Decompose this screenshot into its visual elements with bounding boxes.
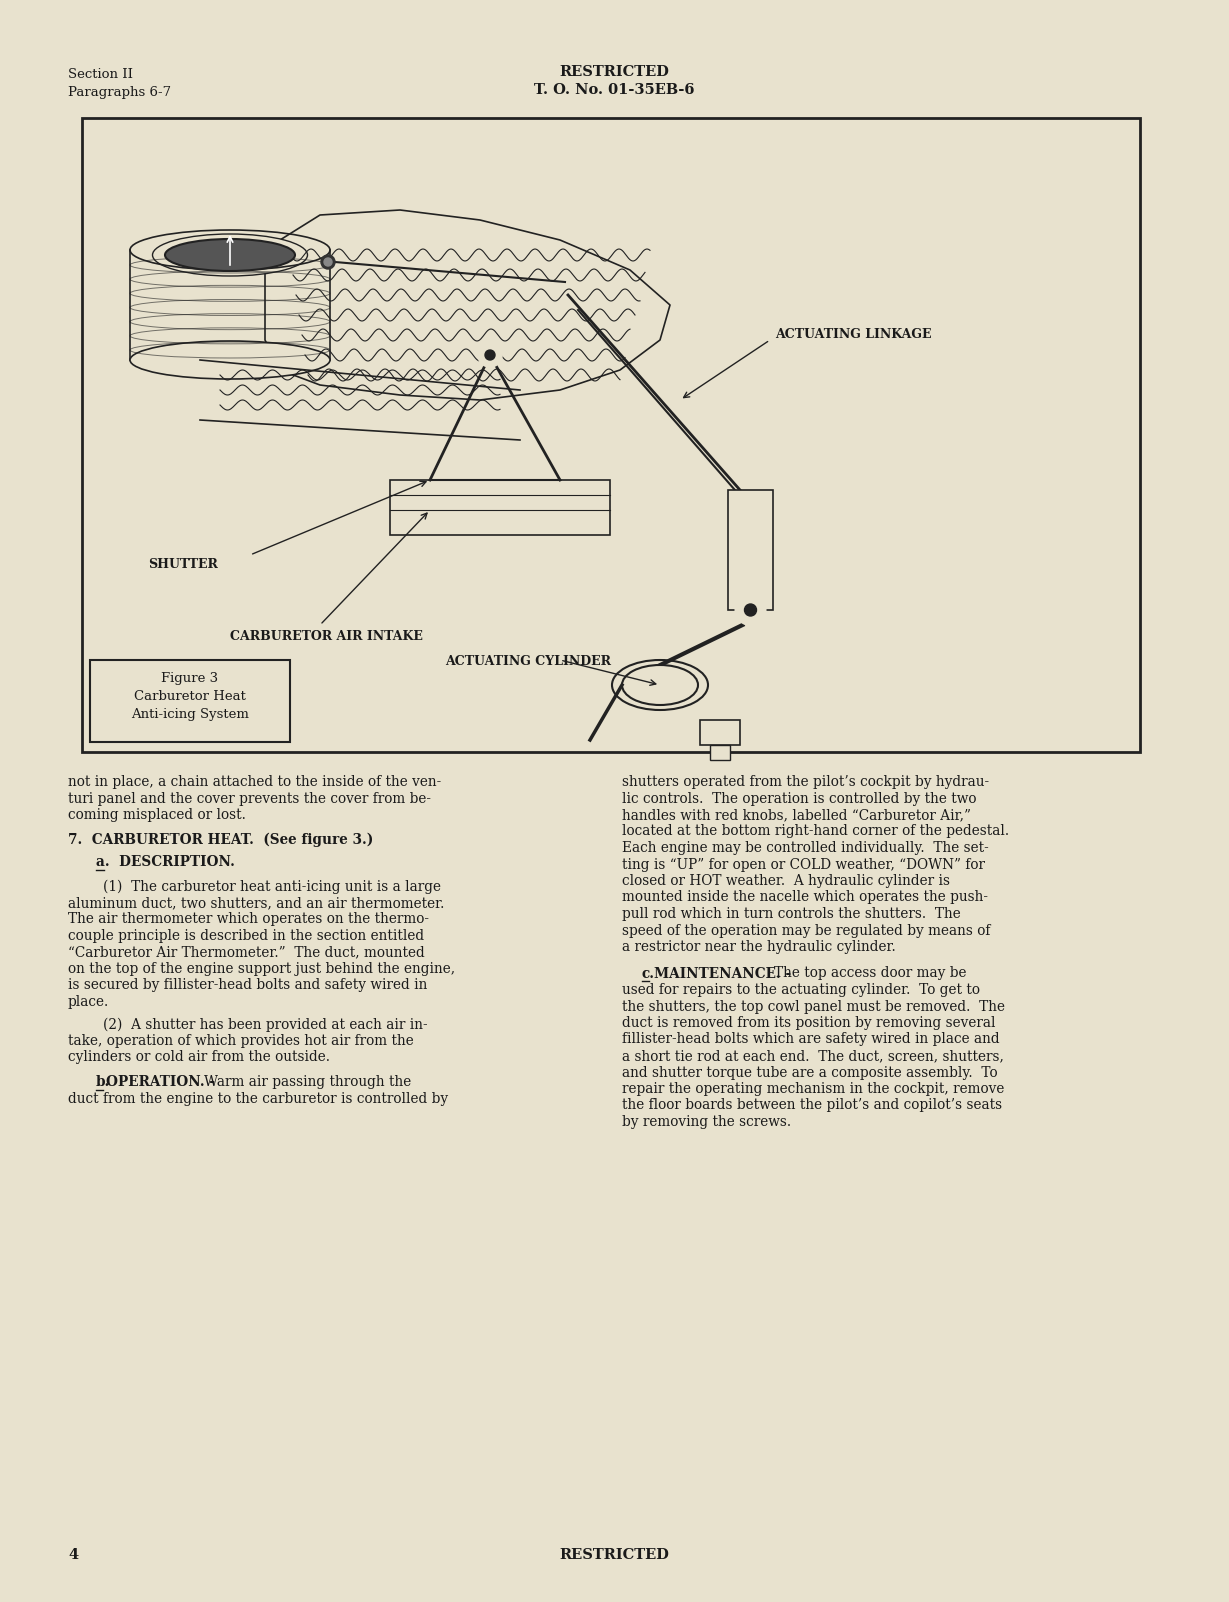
Text: MAINTENANCE. -: MAINTENANCE. - xyxy=(654,966,791,980)
Text: place.: place. xyxy=(68,995,109,1009)
Circle shape xyxy=(321,255,336,269)
Text: and shutter torque tube are a composite assembly.  To: and shutter torque tube are a composite … xyxy=(622,1065,998,1080)
Text: The air thermometer which operates on the thermo-: The air thermometer which operates on th… xyxy=(68,913,429,926)
Text: duct is removed from its position by removing several: duct is removed from its position by rem… xyxy=(622,1016,995,1030)
Polygon shape xyxy=(265,210,670,400)
Text: repair the operating mechanism in the cockpit, remove: repair the operating mechanism in the co… xyxy=(622,1081,1004,1096)
Text: shutters operated from the pilot’s cockpit by hydrau-: shutters operated from the pilot’s cockp… xyxy=(622,775,989,790)
Text: RESTRICTED: RESTRICTED xyxy=(559,1548,669,1562)
Text: 7.  CARBURETOR HEAT.  (See figure 3.): 7. CARBURETOR HEAT. (See figure 3.) xyxy=(68,833,374,847)
Text: handles with red knobs, labelled “Carburetor Air,”: handles with red knobs, labelled “Carbur… xyxy=(622,807,971,822)
Text: mounted inside the nacelle which operates the push-: mounted inside the nacelle which operate… xyxy=(622,891,988,905)
Text: a restrictor near the hydraulic cylinder.: a restrictor near the hydraulic cylinder… xyxy=(622,940,896,955)
Text: b.: b. xyxy=(96,1075,111,1089)
Text: a.  DESCRIPTION.: a. DESCRIPTION. xyxy=(96,855,235,868)
Ellipse shape xyxy=(152,234,307,276)
Text: RESTRICTED: RESTRICTED xyxy=(559,66,669,78)
Text: ACTUATING CYLINDER: ACTUATING CYLINDER xyxy=(445,655,611,668)
Text: (1)  The carburetor heat anti-icing unit is a large: (1) The carburetor heat anti-icing unit … xyxy=(68,879,441,894)
Text: closed or HOT weather.  A hydraulic cylinder is: closed or HOT weather. A hydraulic cylin… xyxy=(622,875,950,888)
Text: Carburetor Heat: Carburetor Heat xyxy=(134,690,246,703)
Text: by removing the screws.: by removing the screws. xyxy=(622,1115,791,1129)
Text: cylinders or cold air from the outside.: cylinders or cold air from the outside. xyxy=(68,1051,331,1064)
Text: The top access door may be: The top access door may be xyxy=(774,966,966,980)
Circle shape xyxy=(478,343,501,367)
Text: fillister-head bolts which are safety wired in place and: fillister-head bolts which are safety wi… xyxy=(622,1033,999,1046)
Text: take, operation of which provides hot air from the: take, operation of which provides hot ai… xyxy=(68,1033,414,1048)
Text: T. O. No. 01-35EB-6: T. O. No. 01-35EB-6 xyxy=(533,83,694,98)
Text: ting is “UP” for open or COLD weather, “DOWN” for: ting is “UP” for open or COLD weather, “… xyxy=(622,857,984,871)
Text: 4: 4 xyxy=(68,1548,79,1562)
Bar xyxy=(90,660,290,742)
Text: used for repairs to the actuating cylinder.  To get to: used for repairs to the actuating cylind… xyxy=(622,984,980,996)
Text: Section II: Section II xyxy=(68,67,133,82)
Circle shape xyxy=(745,604,757,617)
Text: (2)  A shutter has been provided at each air in-: (2) A shutter has been provided at each … xyxy=(68,1017,428,1032)
Text: turi panel and the cover prevents the cover from be-: turi panel and the cover prevents the co… xyxy=(68,791,431,806)
Bar xyxy=(710,745,730,759)
Text: located at the bottom right-hand corner of the pedestal.: located at the bottom right-hand corner … xyxy=(622,825,1009,838)
Ellipse shape xyxy=(165,239,295,271)
Text: coming misplaced or lost.: coming misplaced or lost. xyxy=(68,807,246,822)
Text: not in place, a chain attached to the inside of the ven-: not in place, a chain attached to the in… xyxy=(68,775,441,790)
Text: speed of the operation may be regulated by means of: speed of the operation may be regulated … xyxy=(622,923,991,937)
Text: is secured by fillister-head bolts and safety wired in: is secured by fillister-head bolts and s… xyxy=(68,979,428,993)
Text: Anti-icing System: Anti-icing System xyxy=(132,708,249,721)
Text: Each engine may be controlled individually.  The set-: Each engine may be controlled individual… xyxy=(622,841,989,855)
Text: Figure 3: Figure 3 xyxy=(161,671,219,686)
Bar xyxy=(728,490,773,610)
Text: OPERATION. -: OPERATION. - xyxy=(106,1075,215,1089)
Text: aluminum duct, two shutters, and an air thermometer.: aluminum duct, two shutters, and an air … xyxy=(68,896,445,910)
Text: lic controls.  The operation is controlled by the two: lic controls. The operation is controlle… xyxy=(622,791,977,806)
Text: pull rod which in turn controls the shutters.  The: pull rod which in turn controls the shut… xyxy=(622,907,961,921)
Text: SHUTTER: SHUTTER xyxy=(147,557,218,570)
Text: a short tie rod at each end.  The duct, screen, shutters,: a short tie rod at each end. The duct, s… xyxy=(622,1049,1004,1064)
Text: CARBURETOR AIR INTAKE: CARBURETOR AIR INTAKE xyxy=(230,630,423,642)
Text: Warm air passing through the: Warm air passing through the xyxy=(204,1075,412,1089)
Text: duct from the engine to the carburetor is controlled by: duct from the engine to the carburetor i… xyxy=(68,1091,449,1105)
Text: ACTUATING LINKAGE: ACTUATING LINKAGE xyxy=(775,328,932,341)
Bar xyxy=(390,481,610,535)
Text: on the top of the engine support just behind the engine,: on the top of the engine support just be… xyxy=(68,961,455,976)
Circle shape xyxy=(324,258,332,266)
Text: c.: c. xyxy=(642,966,655,980)
Bar xyxy=(82,119,1141,751)
Text: the floor boards between the pilot’s and copilot’s seats: the floor boards between the pilot’s and… xyxy=(622,1099,1002,1112)
Bar xyxy=(701,719,740,745)
Text: Paragraphs 6-7: Paragraphs 6-7 xyxy=(68,87,171,99)
Text: couple principle is described in the section entitled: couple principle is described in the sec… xyxy=(68,929,424,944)
Ellipse shape xyxy=(622,665,698,705)
Ellipse shape xyxy=(130,341,331,380)
Circle shape xyxy=(735,594,766,625)
Text: the shutters, the top cowl panel must be removed.  The: the shutters, the top cowl panel must be… xyxy=(622,1000,1005,1014)
Circle shape xyxy=(485,349,495,360)
Text: “Carburetor Air Thermometer.”  The duct, mounted: “Carburetor Air Thermometer.” The duct, … xyxy=(68,945,425,960)
